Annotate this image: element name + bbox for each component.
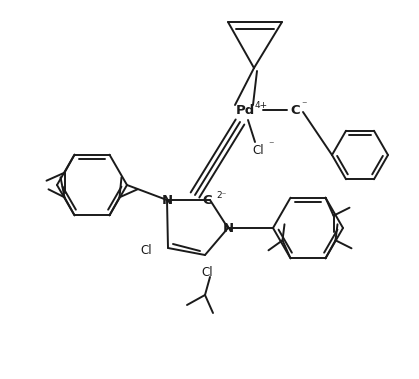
Text: ⁻: ⁻ — [268, 140, 274, 150]
Text: N: N — [222, 221, 233, 235]
Text: ⁻: ⁻ — [301, 100, 307, 110]
Text: C: C — [202, 194, 212, 207]
Text: N: N — [161, 194, 173, 207]
Text: Cl: Cl — [252, 144, 264, 157]
Text: Pd: Pd — [235, 103, 255, 116]
Text: 4+: 4+ — [254, 100, 268, 110]
Text: Cl: Cl — [140, 243, 152, 257]
Text: Cl: Cl — [201, 266, 213, 279]
Text: C: C — [290, 103, 300, 116]
Text: 2⁻: 2⁻ — [217, 191, 227, 199]
